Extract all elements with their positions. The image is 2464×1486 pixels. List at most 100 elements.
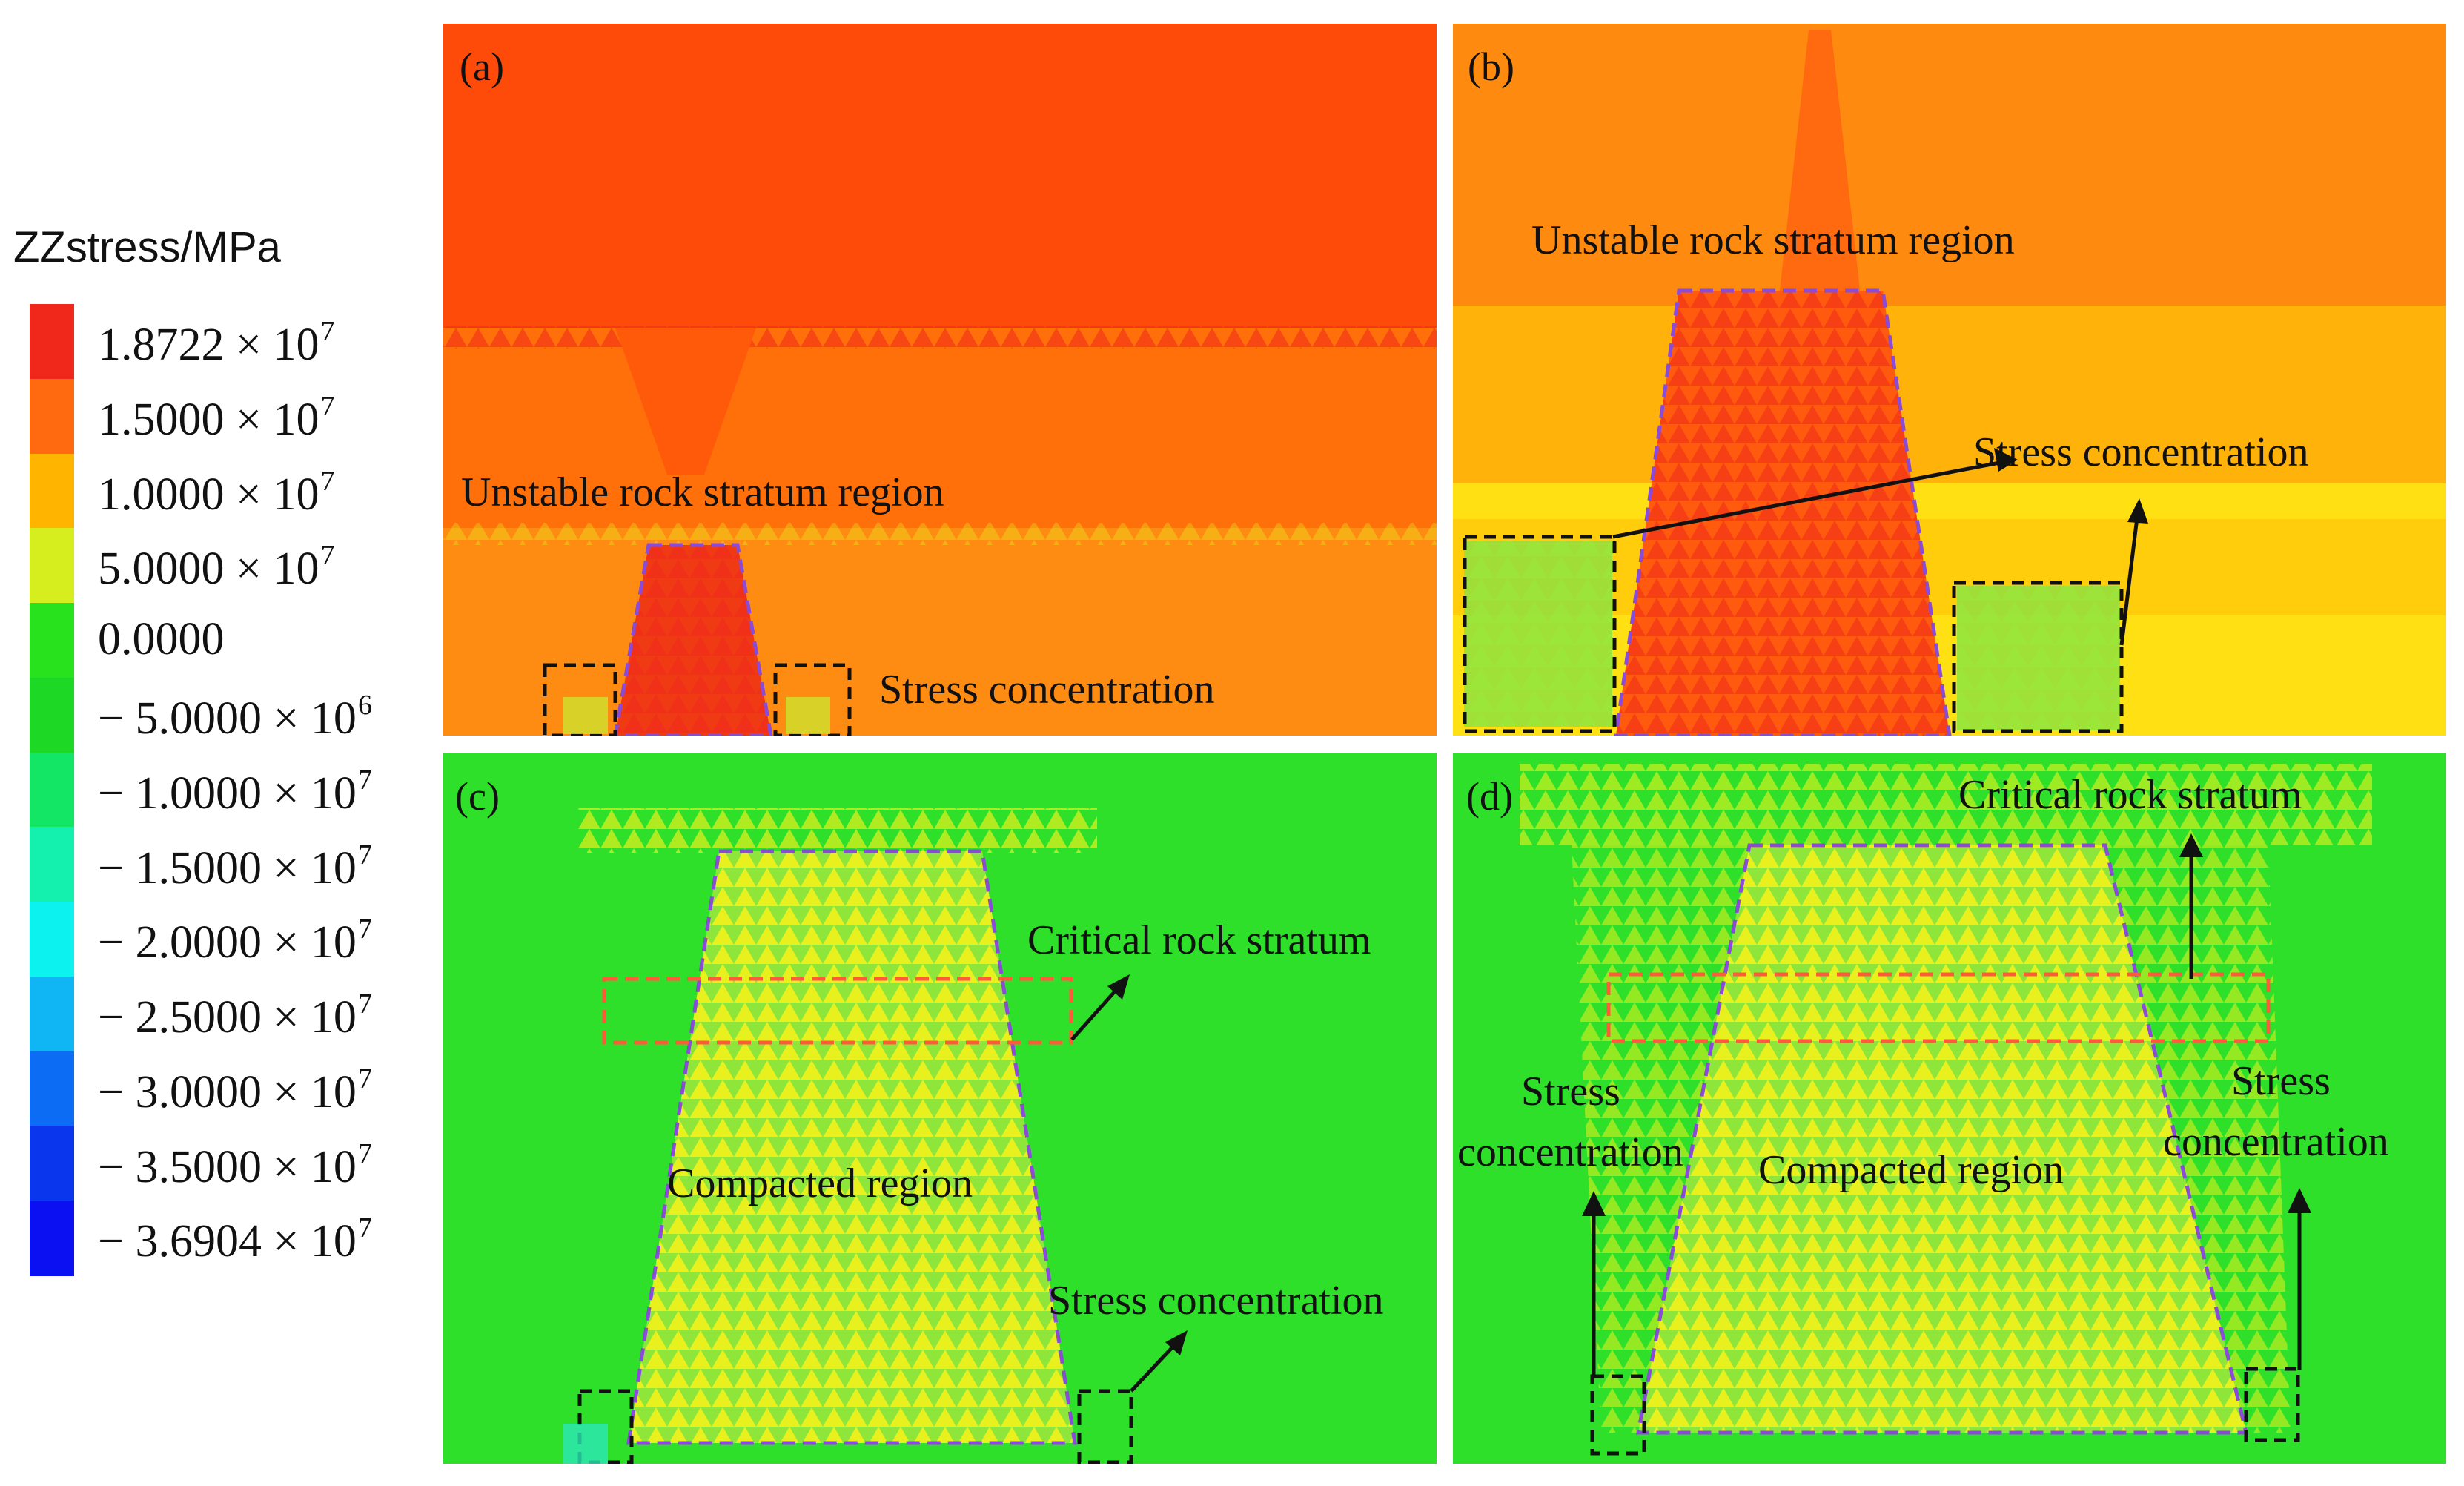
legend-times: × 10: [261, 767, 357, 819]
legend-label: − 1.5000 × 107: [98, 841, 372, 891]
panel-b-arrowhead-left: [1994, 448, 2018, 472]
panel-b: [1453, 24, 2446, 736]
legend-label: 0.0000: [98, 616, 225, 662]
panel-c-critical-stratum: [602, 977, 1073, 1045]
panel-d-stress-left-line1: Stress: [1521, 1069, 1620, 1114]
panel-b-stress-label: Stress concentration: [1973, 429, 2309, 475]
legend-swatch: [30, 528, 74, 604]
legend-times: × 10: [261, 693, 357, 744]
legend-mantissa: 1.0000: [98, 469, 225, 520]
panel-c-arrow-critical: [1070, 983, 1122, 1041]
legend-mantissa: − 2.5000: [98, 992, 262, 1043]
legend-swatch: [30, 378, 74, 455]
panel-c-arrowhead-critical: [1107, 974, 1130, 1000]
legend-swatch: [30, 902, 74, 977]
panel-b-label: (b): [1468, 44, 1514, 89]
panel-a-green-spot-left: [563, 697, 608, 734]
legend-mantissa: − 3.6904: [98, 1216, 262, 1267]
legend-exponent: 7: [357, 988, 372, 1020]
panel-d-top-mesh: [1520, 764, 2372, 845]
panel-d: [1453, 753, 2446, 1464]
panel-b-arrowhead-right: [2127, 498, 2148, 524]
legend-mantissa: − 1.5000: [98, 842, 262, 894]
panel-b-band-middle: [1453, 306, 2446, 483]
panel-a-unstable-dashed: [613, 543, 773, 736]
panel-c-top-mesh: [578, 808, 1097, 853]
panel-b-spire: [1779, 30, 1861, 297]
legend-swatch: [30, 976, 74, 1052]
panel-d-side-mesh-left: [1572, 845, 1749, 1433]
panel-c-box-right: [1077, 1389, 1133, 1464]
legend-swatch: [30, 827, 74, 903]
legend-label: − 2.5000 × 107: [98, 990, 372, 1040]
panel-c-label: (c): [455, 774, 500, 819]
panel-b-arrow-right: [2119, 511, 2140, 646]
legend-label: 1.5000 × 107: [98, 392, 334, 443]
panel-b-unstable-mesh: [1616, 291, 1950, 736]
legend-exponent: 7: [357, 1063, 372, 1094]
panel-a-band-bottom: [443, 528, 1437, 736]
legend-swatch: [30, 677, 74, 753]
legend-times: × 10: [224, 544, 319, 595]
legend-times: × 10: [261, 1216, 357, 1267]
panel-b-unstable-label: Unstable rock stratum region: [1531, 217, 2015, 263]
panel-a-green-spot-right: [786, 697, 830, 734]
legend-label: 1.8722 × 107: [98, 317, 334, 368]
panel-a-stress-label: Stress concentration: [879, 667, 1215, 713]
panel-c-compacted-mesh: [629, 851, 1075, 1443]
legend-mantissa: − 3.0000: [98, 1066, 262, 1117]
panel-b-green-right-mesh: [1957, 586, 2120, 730]
legend-exponent: 7: [320, 316, 335, 348]
panel-a-box-left: [543, 663, 617, 736]
legend-swatch: [30, 1051, 74, 1127]
panel-a-box-right: [773, 663, 852, 736]
legend-label: − 3.6904 × 107: [98, 1214, 372, 1264]
legend-exponent: 7: [357, 764, 372, 796]
panel-a-band-top: [443, 24, 1437, 328]
legend-label: − 3.0000 × 107: [98, 1065, 372, 1115]
panel-d-arrowhead-left: [1582, 1191, 1606, 1216]
panel-d-stress-right-line1: Stress: [2231, 1058, 2331, 1104]
legend-mantissa: − 5.0000: [98, 693, 262, 744]
panel-b-green-left-mesh: [1464, 541, 1612, 727]
legend-swatch: [30, 304, 74, 380]
panel-a-mesh-edge-lower: [443, 523, 1437, 545]
legend-swatch: [30, 453, 74, 529]
panel-d-compacted-mesh: [1638, 845, 2246, 1433]
panel-d-side-mesh-right: [2105, 845, 2291, 1433]
panel-d-critical-label: Critical rock stratum: [1958, 772, 2302, 818]
legend-swatch: [30, 1201, 74, 1276]
legend-swatch: [30, 1126, 74, 1202]
legend-exponent: 7: [320, 390, 335, 422]
panel-d-box-right: [2244, 1367, 2300, 1442]
legend-mantissa: − 3.5000: [98, 1141, 262, 1192]
legend-mantissa: 0.0000: [98, 614, 225, 665]
legend-exponent: 7: [357, 914, 372, 945]
legend-label: − 1.0000 × 107: [98, 766, 372, 816]
legend-title: ZZstress/MPa: [13, 223, 281, 271]
legend-times: × 10: [224, 469, 319, 520]
legend-exponent: 7: [320, 540, 335, 572]
panel-d-stress-left-line2: concentration: [1457, 1129, 1683, 1175]
legend-mantissa: − 1.0000: [98, 767, 262, 819]
panel-b-band-top: [1453, 24, 2446, 306]
legend-mantissa: 1.5000: [98, 394, 225, 445]
legend-exponent: 7: [320, 465, 335, 497]
panel-a-label: (a): [460, 44, 504, 89]
legend-times: × 10: [224, 394, 319, 445]
panel-b-unstable-dashed: [1614, 288, 1952, 736]
panel-a: [443, 24, 1437, 736]
legend-colorbar: [30, 304, 74, 1276]
legend-exponent: 7: [357, 839, 372, 871]
panel-c-box-left: [577, 1389, 634, 1464]
legend-exponent: 6: [357, 689, 372, 721]
legend-swatch: [30, 603, 74, 678]
legend-mantissa: 5.0000: [98, 544, 225, 595]
legend-swatch: [30, 752, 74, 828]
panel-a-unstable-mesh: [615, 545, 771, 736]
panel-a-band-middle: [443, 328, 1437, 528]
legend-label: − 2.0000 × 107: [98, 915, 372, 965]
legend-mantissa: − 2.0000: [98, 917, 262, 968]
legend-exponent: 7: [357, 1137, 372, 1169]
legend-label: 1.0000 × 107: [98, 467, 334, 518]
